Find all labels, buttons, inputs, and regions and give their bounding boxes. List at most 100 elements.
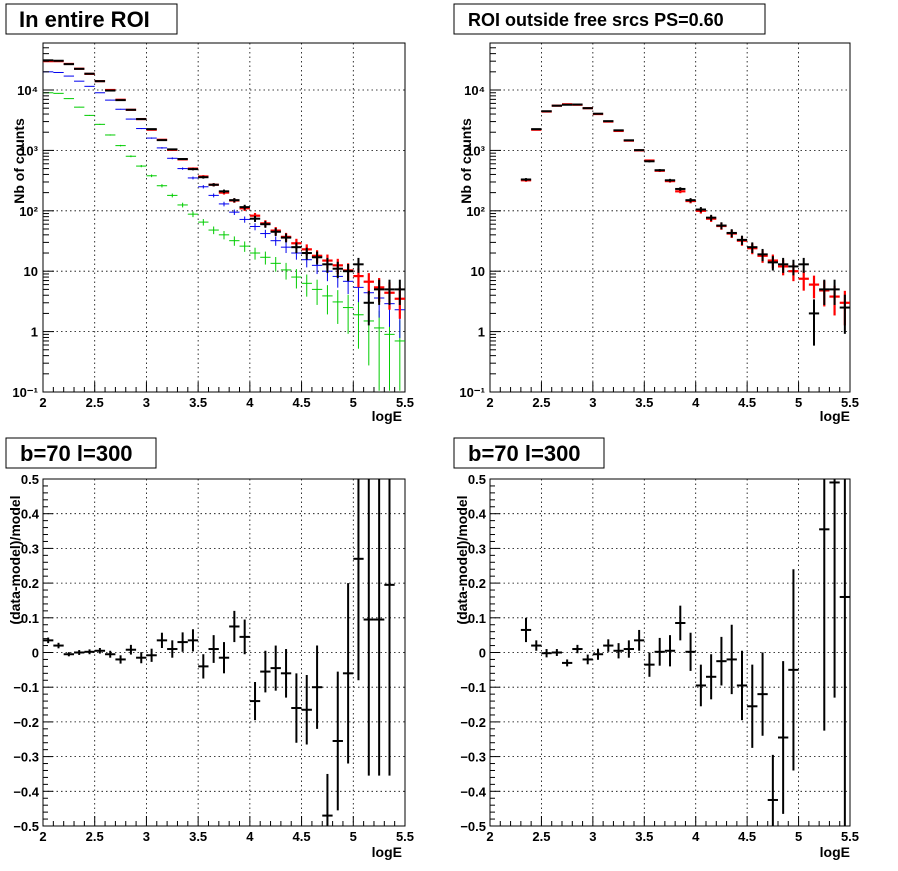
- data-point: [53, 642, 64, 649]
- data-point: [198, 654, 209, 679]
- x-axis-label: logE: [820, 844, 850, 860]
- data-point: [198, 219, 209, 226]
- x-tick-label: 3: [143, 829, 150, 844]
- data-point: [198, 185, 209, 189]
- data-point: [239, 216, 250, 223]
- y-tick-label: 0.5: [468, 472, 486, 487]
- x-tick-label: 2: [486, 395, 493, 410]
- data-point: [819, 479, 830, 731]
- title-box: [453, 3, 766, 35]
- data-point: [156, 139, 168, 142]
- y-tick-label: 0.3: [468, 541, 486, 556]
- data-point: [125, 118, 137, 120]
- data-point: [788, 569, 799, 771]
- data-point: [136, 652, 147, 664]
- data-point: [270, 236, 281, 246]
- data-point: [229, 209, 240, 215]
- data-point: [726, 229, 737, 238]
- data-point: [654, 637, 665, 666]
- data-point: [541, 110, 552, 113]
- y-tick-label: −0.5: [13, 819, 39, 834]
- data-point: [778, 257, 789, 273]
- data-point: [798, 257, 809, 273]
- y-axis-label: Nb of counts: [458, 118, 474, 204]
- chart-title: In entire ROI: [19, 7, 150, 32]
- y-tick-label: 10³: [19, 143, 38, 158]
- data-point: [270, 228, 281, 236]
- data-point: [384, 479, 395, 776]
- data-point: [239, 204, 250, 210]
- y-tick-label: 10⁴: [17, 83, 38, 98]
- data-point: [363, 290, 374, 326]
- data-point: [146, 137, 157, 139]
- y-tick-label: −0.1: [13, 680, 39, 695]
- y-tick-label: −0.4: [460, 784, 486, 799]
- data-point: [260, 229, 271, 238]
- data-point: [353, 479, 364, 681]
- y-tick-label: 0.3: [21, 541, 39, 556]
- x-tick-label: 3: [589, 395, 596, 410]
- y-tick-label: 0.2: [21, 576, 39, 591]
- data-point: [105, 99, 116, 101]
- y-tick-label: −0.3: [460, 750, 486, 765]
- x-tick-label: 2: [39, 829, 46, 844]
- data-point: [747, 664, 758, 748]
- x-tick-label: 2: [39, 395, 46, 410]
- x-tick-label: 5.5: [396, 395, 414, 410]
- data-point: [819, 279, 830, 305]
- data-point: [829, 279, 840, 305]
- data-point: [572, 644, 583, 654]
- x-tick-label: 5: [795, 829, 802, 844]
- data-point: [572, 103, 583, 106]
- data-point: [384, 315, 395, 391]
- data-point: [332, 290, 343, 324]
- data-point: [218, 642, 230, 674]
- data-point: [125, 644, 137, 655]
- data-point: [716, 636, 727, 686]
- y-tick-label: 0.1: [468, 611, 486, 626]
- data-point: [167, 148, 178, 151]
- data-point: [280, 242, 292, 254]
- y-tick-label: −0.4: [13, 784, 39, 799]
- data-point: [322, 285, 333, 315]
- data-point: [63, 98, 75, 100]
- x-tick-label: 4: [692, 829, 700, 844]
- y-tick-label: 10⁻¹: [459, 385, 485, 400]
- y-axis-label: (data-model)/model: [7, 495, 23, 624]
- data-point: [675, 605, 686, 641]
- data-point: [94, 92, 106, 94]
- data-point: [520, 178, 532, 181]
- data-point: [582, 654, 593, 665]
- x-tick-label: 2: [486, 829, 493, 844]
- data-point: [177, 167, 188, 170]
- data-point: [311, 251, 323, 265]
- y-tick-label: 10²: [19, 204, 38, 219]
- data-point: [839, 294, 850, 334]
- y-tick-label: 1: [478, 325, 485, 340]
- data-point: [342, 263, 354, 282]
- data-point: [270, 645, 281, 691]
- data-point: [167, 193, 178, 198]
- data-point: [384, 279, 395, 305]
- data-point: [249, 223, 261, 231]
- x-tick-label: 4: [246, 395, 254, 410]
- y-tick-label: 0.1: [21, 611, 39, 626]
- y-tick-label: 0.2: [468, 576, 486, 591]
- data-point: [301, 675, 312, 745]
- title-box: [5, 3, 178, 35]
- data-point: [291, 673, 302, 743]
- panel-top-left: 2 2.5 3 3.5 4 4.5 5 5.5 10⁻¹ 1 10 10² 10³ 10⁴ In enti…: [5, 3, 414, 424]
- data-point: [394, 279, 405, 305]
- data-point: [778, 661, 789, 814]
- data-point: [788, 259, 799, 276]
- data-point: [105, 89, 116, 92]
- x-tick-label: 5: [350, 395, 357, 410]
- panel-top-right: 2 2.5 3 3.5 4 4.5 5 5.5 10⁻¹ 1 10 10² 10³ 10⁴ ROI out…: [453, 3, 859, 424]
- data-point: [623, 640, 634, 658]
- data-point: [644, 652, 655, 677]
- axis-ticks: 2 2.5 3 3.5 4 4.5 5 5.5 −0.5 −0.4 −0.3 −0.2 −0.1 0 0.1…: [460, 472, 859, 844]
- data-point: [187, 629, 199, 652]
- data-point: [716, 222, 727, 230]
- y-tick-label: 0.5: [21, 472, 39, 487]
- data-point: [736, 650, 748, 721]
